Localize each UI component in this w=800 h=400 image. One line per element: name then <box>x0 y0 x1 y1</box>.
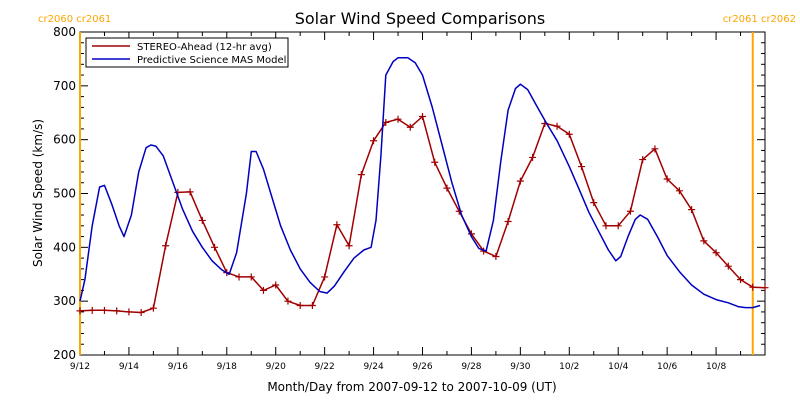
y-tick-label: 400 <box>53 240 76 254</box>
carrington-marker-label: cr2061 cr2062 <box>723 14 796 25</box>
data-point-marker <box>737 276 745 284</box>
x-tick-label: 9/20 <box>266 362 286 372</box>
data-point-marker <box>308 301 316 309</box>
x-tick-label: 9/12 <box>70 362 90 372</box>
data-point-marker <box>211 243 219 251</box>
chart-title: Solar Wind Speed Comparisons <box>295 9 546 28</box>
data-point-marker <box>590 199 598 207</box>
x-tick-label: 10/2 <box>559 362 579 372</box>
data-point-marker <box>247 273 255 281</box>
plot-frame <box>79 31 766 356</box>
data-point-marker <box>553 122 561 130</box>
data-point-marker <box>186 188 194 196</box>
x-tick-label: 9/22 <box>315 362 335 372</box>
data-point-marker <box>406 123 414 131</box>
data-point-marker <box>614 222 622 230</box>
legend-label-mas-model: Predictive Science MAS Model <box>137 55 286 66</box>
x-axis-label: Month/Day from 2007-09-12 to 2007-10-09 … <box>267 380 556 394</box>
legend: STEREO-Ahead (12-hr avg) Predictive Scie… <box>85 37 289 68</box>
data-point-marker <box>296 301 304 309</box>
data-point-marker <box>394 115 402 123</box>
x-tick-label: 10/4 <box>608 362 628 372</box>
data-point-marker <box>663 175 671 183</box>
x-tick-label: 9/28 <box>461 362 481 372</box>
data-point-marker <box>602 222 610 230</box>
x-tick-label: 10/8 <box>706 362 726 372</box>
data-point-marker <box>516 177 524 185</box>
series-line-0 <box>79 115 766 314</box>
data-point-marker <box>431 158 439 166</box>
x-tick-label: 10/6 <box>657 362 677 372</box>
data-point-marker <box>492 252 500 260</box>
series-line-1 <box>79 57 761 309</box>
y-tick-label: 800 <box>53 25 76 39</box>
x-tick-label: 9/16 <box>168 362 188 372</box>
data-point-marker <box>333 221 341 229</box>
data-point-marker <box>675 187 683 195</box>
series-layer <box>76 57 769 316</box>
data-point-marker <box>724 262 732 270</box>
data-point-marker <box>700 237 708 245</box>
data-point-marker <box>345 242 353 250</box>
legend-label-stereo: STEREO-Ahead (12-hr avg) <box>137 42 272 53</box>
data-point-marker <box>149 304 157 312</box>
data-point-marker <box>712 249 720 257</box>
carrington-marker-label: cr2060 cr2061 <box>38 14 111 25</box>
x-tick-label: 9/26 <box>412 362 432 372</box>
y-tick-label: 300 <box>53 294 76 308</box>
data-point-marker <box>76 307 84 315</box>
data-point-marker <box>162 242 170 250</box>
data-point-marker <box>639 156 647 164</box>
data-point-marker <box>125 308 133 316</box>
data-point-marker <box>259 286 267 294</box>
data-point-marker <box>688 206 696 214</box>
data-point-marker <box>272 281 280 289</box>
x-tick-label: 9/30 <box>510 362 530 372</box>
data-point-marker <box>100 306 108 314</box>
data-point-marker <box>198 216 206 224</box>
data-point-marker <box>235 273 243 281</box>
data-point-marker <box>137 308 145 316</box>
data-point-marker <box>88 306 96 314</box>
data-point-marker <box>749 283 757 291</box>
x-tick-label: 9/18 <box>217 362 237 372</box>
data-point-marker <box>565 130 573 138</box>
data-point-marker <box>761 284 769 292</box>
x-axis: 9/12 9/14 9/16 9/18 9/20 9/22 9/24 9/26 9/28 9/30… <box>70 32 742 372</box>
data-point-marker <box>284 297 292 305</box>
data-point-marker <box>626 207 634 215</box>
data-point-marker <box>370 137 378 145</box>
y-tick-label: 700 <box>53 79 76 93</box>
x-tick-label: 9/14 <box>119 362 139 372</box>
data-point-marker <box>357 171 365 179</box>
data-point-marker <box>578 163 586 171</box>
y-axis-label: Solar Wind Speed (km/s) <box>31 119 45 267</box>
data-point-marker <box>651 145 659 153</box>
legend-box <box>85 37 289 68</box>
y-axis: 200 300 400 500 600 700 800 <box>53 25 765 362</box>
x-tick-label: 9/24 <box>363 362 383 372</box>
data-point-marker <box>443 184 451 192</box>
plot-area <box>79 31 766 356</box>
data-point-marker <box>504 217 512 225</box>
y-tick-label: 200 <box>53 348 76 362</box>
data-point-marker <box>529 153 537 161</box>
data-point-marker <box>321 273 329 281</box>
y-tick-label: 500 <box>53 187 76 201</box>
data-point-marker <box>419 113 426 121</box>
data-point-marker <box>113 307 121 315</box>
y-tick-label: 600 <box>53 133 76 147</box>
